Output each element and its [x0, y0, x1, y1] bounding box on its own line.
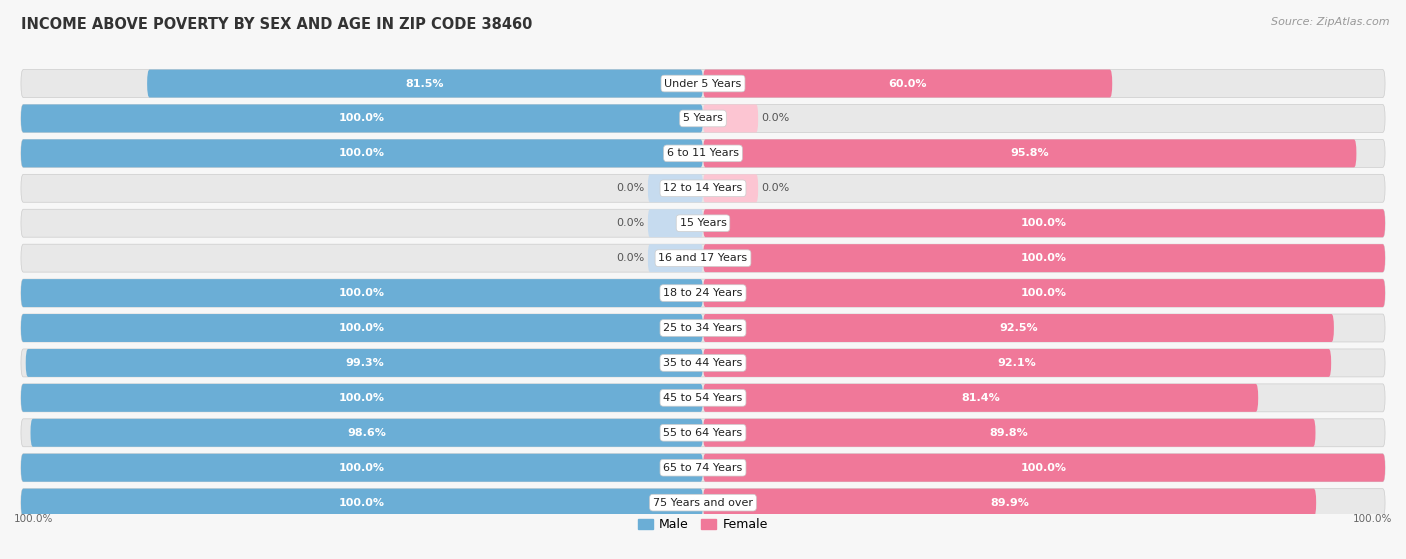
- Text: 100.0%: 100.0%: [339, 463, 385, 473]
- FancyBboxPatch shape: [25, 349, 703, 377]
- FancyBboxPatch shape: [703, 244, 1385, 272]
- Text: 98.6%: 98.6%: [347, 428, 387, 438]
- FancyBboxPatch shape: [148, 69, 703, 97]
- FancyBboxPatch shape: [21, 314, 1385, 342]
- FancyBboxPatch shape: [703, 489, 1316, 517]
- Text: INCOME ABOVE POVERTY BY SEX AND AGE IN ZIP CODE 38460: INCOME ABOVE POVERTY BY SEX AND AGE IN Z…: [21, 17, 533, 32]
- Text: 0.0%: 0.0%: [616, 183, 644, 193]
- Text: 92.1%: 92.1%: [998, 358, 1036, 368]
- Text: 75 Years and over: 75 Years and over: [652, 498, 754, 508]
- FancyBboxPatch shape: [21, 384, 703, 412]
- Text: 100.0%: 100.0%: [339, 393, 385, 403]
- Text: 99.3%: 99.3%: [344, 358, 384, 368]
- Legend: Male, Female: Male, Female: [633, 513, 773, 536]
- FancyBboxPatch shape: [21, 139, 703, 167]
- Text: 0.0%: 0.0%: [616, 253, 644, 263]
- FancyBboxPatch shape: [703, 209, 1385, 237]
- Text: 89.8%: 89.8%: [990, 428, 1029, 438]
- FancyBboxPatch shape: [703, 69, 1112, 97]
- Text: 100.0%: 100.0%: [1021, 463, 1067, 473]
- Text: 16 and 17 Years: 16 and 17 Years: [658, 253, 748, 263]
- FancyBboxPatch shape: [21, 139, 1385, 167]
- Text: 100.0%: 100.0%: [1021, 288, 1067, 298]
- FancyBboxPatch shape: [703, 174, 758, 202]
- FancyBboxPatch shape: [703, 384, 1258, 412]
- FancyBboxPatch shape: [21, 489, 1385, 517]
- FancyBboxPatch shape: [21, 489, 703, 517]
- Text: 0.0%: 0.0%: [616, 218, 644, 228]
- Text: 60.0%: 60.0%: [889, 78, 927, 88]
- FancyBboxPatch shape: [703, 105, 758, 132]
- Text: 81.5%: 81.5%: [406, 78, 444, 88]
- Text: 25 to 34 Years: 25 to 34 Years: [664, 323, 742, 333]
- Text: 100.0%: 100.0%: [1353, 514, 1392, 524]
- Text: 92.5%: 92.5%: [1000, 323, 1038, 333]
- FancyBboxPatch shape: [21, 314, 703, 342]
- FancyBboxPatch shape: [21, 105, 703, 132]
- Text: 100.0%: 100.0%: [339, 498, 385, 508]
- Text: Under 5 Years: Under 5 Years: [665, 78, 741, 88]
- FancyBboxPatch shape: [648, 244, 703, 272]
- Text: 100.0%: 100.0%: [339, 148, 385, 158]
- FancyBboxPatch shape: [31, 419, 703, 447]
- Text: 6 to 11 Years: 6 to 11 Years: [666, 148, 740, 158]
- FancyBboxPatch shape: [21, 454, 1385, 482]
- Text: 35 to 44 Years: 35 to 44 Years: [664, 358, 742, 368]
- Text: 65 to 74 Years: 65 to 74 Years: [664, 463, 742, 473]
- FancyBboxPatch shape: [21, 279, 1385, 307]
- FancyBboxPatch shape: [21, 279, 703, 307]
- FancyBboxPatch shape: [648, 209, 703, 237]
- FancyBboxPatch shape: [648, 174, 703, 202]
- Text: 95.8%: 95.8%: [1011, 148, 1049, 158]
- FancyBboxPatch shape: [703, 349, 1331, 377]
- Text: 12 to 14 Years: 12 to 14 Years: [664, 183, 742, 193]
- Text: 45 to 54 Years: 45 to 54 Years: [664, 393, 742, 403]
- Text: 100.0%: 100.0%: [339, 323, 385, 333]
- FancyBboxPatch shape: [21, 69, 1385, 97]
- FancyBboxPatch shape: [703, 139, 1357, 167]
- Text: 100.0%: 100.0%: [1021, 253, 1067, 263]
- FancyBboxPatch shape: [21, 174, 1385, 202]
- Text: 100.0%: 100.0%: [14, 514, 53, 524]
- FancyBboxPatch shape: [21, 419, 1385, 447]
- FancyBboxPatch shape: [703, 314, 1334, 342]
- Text: 89.9%: 89.9%: [990, 498, 1029, 508]
- Text: 0.0%: 0.0%: [762, 183, 790, 193]
- FancyBboxPatch shape: [21, 454, 703, 482]
- Text: 81.4%: 81.4%: [962, 393, 1000, 403]
- FancyBboxPatch shape: [703, 419, 1316, 447]
- FancyBboxPatch shape: [21, 244, 1385, 272]
- FancyBboxPatch shape: [703, 279, 1385, 307]
- FancyBboxPatch shape: [703, 454, 1385, 482]
- FancyBboxPatch shape: [21, 384, 1385, 412]
- Text: Source: ZipAtlas.com: Source: ZipAtlas.com: [1271, 17, 1389, 27]
- Text: 100.0%: 100.0%: [339, 288, 385, 298]
- Text: 0.0%: 0.0%: [762, 113, 790, 124]
- Text: 100.0%: 100.0%: [339, 113, 385, 124]
- Text: 100.0%: 100.0%: [1021, 218, 1067, 228]
- Text: 15 Years: 15 Years: [679, 218, 727, 228]
- FancyBboxPatch shape: [21, 349, 1385, 377]
- Text: 18 to 24 Years: 18 to 24 Years: [664, 288, 742, 298]
- Text: 5 Years: 5 Years: [683, 113, 723, 124]
- FancyBboxPatch shape: [21, 105, 1385, 132]
- FancyBboxPatch shape: [21, 209, 1385, 237]
- Text: 55 to 64 Years: 55 to 64 Years: [664, 428, 742, 438]
